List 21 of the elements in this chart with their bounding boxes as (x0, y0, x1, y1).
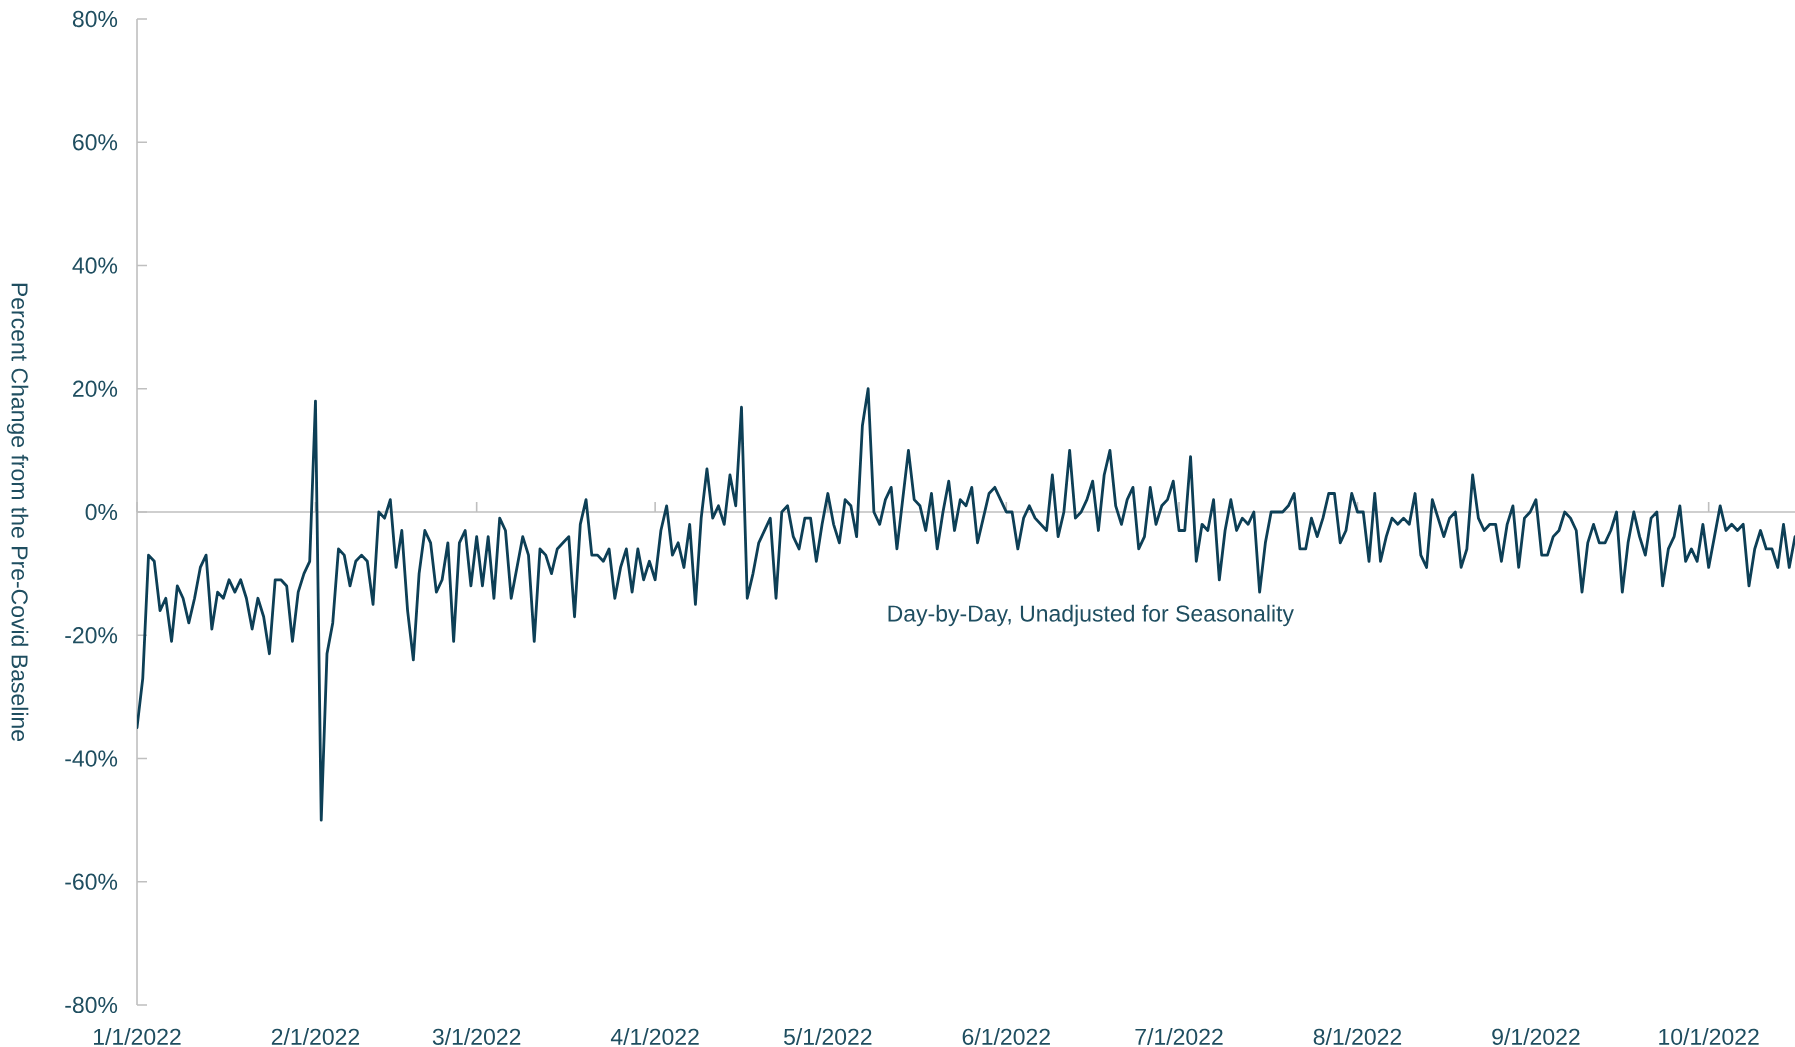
y-tick-label: 20% (73, 380, 118, 397)
y-tick-label: 80% (72, 10, 118, 28)
x-tick-label: 7/1/2022 (1135, 1028, 1223, 1045)
annotation: Day-by-Day, Unadjusted for Seasonality (888, 604, 1294, 627)
y-axis-title: Percent Change from the Pre-Covid Baseline (6, 283, 29, 741)
x-tick-label: 4/1/2022 (610, 1028, 699, 1045)
y-tick-label: 60% (73, 134, 118, 151)
x-tick-label: 9/1/2022 (1492, 1028, 1580, 1045)
x-tick-label: 6/1/2022 (962, 1028, 1050, 1045)
x-tick-label: 5/1/2022 (783, 1028, 872, 1045)
x-tick-label: 8/1/2022 (1313, 1028, 1402, 1045)
y-tick-label: 0% (85, 503, 118, 521)
y-tick-label: -20% (65, 627, 118, 644)
y-tick-label: -60% (65, 873, 118, 890)
y-tick-label: -40% (65, 750, 118, 767)
x-tick-label: 2/1/2022 (271, 1028, 360, 1045)
x-tick-label: 1/1/2022 (94, 1028, 181, 1045)
y-tick-label: -80% (65, 996, 118, 1014)
y-tick-label: 40% (72, 257, 118, 274)
x-tick-label: 3/1/2022 (432, 1028, 521, 1045)
x-tick-label: 10/1/2022 (1659, 1028, 1759, 1045)
